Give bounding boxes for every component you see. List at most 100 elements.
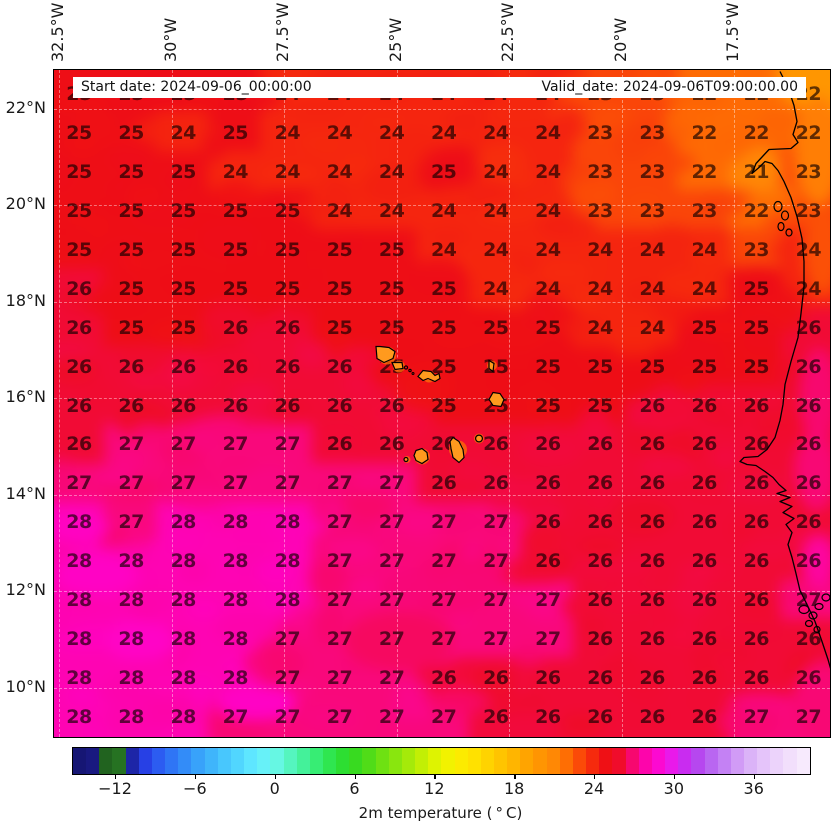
grid-value-label: 26 [535, 706, 561, 729]
grid-value-label: 27 [274, 706, 301, 729]
lon-tick-label: 32.5°W [48, 2, 67, 62]
grid-value-label: 25 [170, 238, 196, 261]
grid-value-label: 28 [66, 667, 92, 690]
grid-value-label: 25 [430, 394, 457, 417]
grid-value-label: 24 [639, 316, 665, 339]
grid-value-label: 25 [535, 316, 561, 339]
grid-value-label: 26 [743, 394, 770, 417]
grid-value-label: 24 [587, 277, 613, 300]
grid-value-label: 22 [743, 121, 770, 144]
grid-value-label: 22 [743, 199, 770, 222]
grid-value-label: 26 [483, 472, 509, 495]
grid-value-label: 25 [587, 394, 613, 417]
grid-value-label: 27 [378, 511, 405, 534]
coastline [375, 70, 830, 669]
grid-value-label: 27 [326, 667, 353, 690]
grid-value-label: 24 [326, 160, 353, 183]
lat-tick-label: 18°N [5, 290, 46, 310]
grid-value-label: 28 [118, 667, 144, 690]
grid-value-label: 25 [66, 121, 92, 144]
grid-value-label: 27 [118, 433, 144, 456]
grid-value-label: 25 [483, 316, 509, 339]
grid-value-label: 24 [483, 121, 509, 144]
grid-value-label: 24 [430, 199, 457, 222]
grid-value-label: 25 [170, 316, 196, 339]
grid-value-label: 26 [430, 667, 457, 690]
colorbar-tick-label: 18 [503, 779, 525, 798]
grid-value-label: 24 [274, 121, 301, 144]
grid-value-label: 25 [274, 277, 301, 300]
grid-value-label: 28 [222, 550, 249, 573]
grid-value-label: 26 [587, 706, 613, 729]
grid-value-label: 25 [691, 316, 717, 339]
grid-value-label: 26 [743, 550, 770, 573]
grid-value-label: 25 [222, 199, 249, 222]
grid-value-label: 24 [535, 199, 561, 222]
grid-value-label: 24 [535, 121, 561, 144]
grid-value-label: 26 [639, 667, 665, 690]
grid-value-label: 23 [795, 160, 822, 183]
grid-value-label: 25 [66, 160, 92, 183]
grid-value-label: 27 [378, 628, 405, 651]
grid-value-label: 26 [639, 433, 665, 456]
grid-value-label: 24 [274, 160, 301, 183]
grid-value-label: 28 [170, 589, 196, 612]
grid-value-label: 26 [795, 550, 822, 573]
grid-value-label: 25 [118, 121, 144, 144]
colorbar-label: 2m temperature ( ° C) [358, 804, 523, 822]
grid-value-label: 23 [639, 199, 665, 222]
grid-value-label: 24 [430, 238, 457, 261]
grid-value-label: 25 [170, 199, 196, 222]
grid-value-label: 26 [274, 355, 301, 378]
grid-value-label: 26 [691, 628, 717, 651]
grid-value-label: 24 [222, 160, 249, 183]
grid-value-label: 26 [483, 667, 509, 690]
grid-value-label: 25 [66, 238, 92, 261]
grid-value-label: 26 [639, 706, 665, 729]
grid-value-label: 27 [274, 472, 301, 495]
grid-value-label: 25 [118, 160, 144, 183]
grid-value-label: 23 [691, 199, 717, 222]
lon-tick-label: 20°W [610, 17, 630, 62]
grid-value-label: 26 [66, 277, 92, 300]
grid-value-label: 26 [222, 355, 249, 378]
grid-value-label: 26 [535, 511, 561, 534]
grid-value-label: 25 [535, 355, 561, 378]
grid-value-label: 26 [691, 511, 717, 534]
grid-value-label: 27 [483, 511, 509, 534]
grid-value-label: 27 [66, 472, 92, 495]
grid-value-label: 24 [326, 121, 353, 144]
grid-value-label: 27 [430, 589, 457, 612]
grid-value-label: 28 [170, 628, 196, 651]
grid-value-label: 26 [430, 472, 457, 495]
grid-value-label: 26 [795, 394, 822, 417]
grid-value-label: 25 [743, 355, 770, 378]
grid-value-label: 27 [535, 628, 561, 651]
grid-value-label: 27 [118, 511, 144, 534]
grid-value-label: 26 [326, 394, 353, 417]
grid-value-label: 27 [222, 706, 249, 729]
grid-value-label: 26 [639, 550, 665, 573]
grid-value-label: 27 [274, 667, 301, 690]
grid-value-label: 26 [118, 394, 144, 417]
grid-value-label: 24 [691, 238, 717, 261]
grid-value-label: 25 [743, 277, 770, 300]
grid-value-label: 26 [795, 433, 822, 456]
grid-value-label: 26 [639, 472, 665, 495]
grid-value-label: 28 [118, 550, 144, 573]
grid-value-label: 26 [743, 628, 770, 651]
grid-value-label: 27 [483, 589, 509, 612]
grid-value-label: 27 [378, 550, 405, 573]
grid-value-label: 26 [691, 550, 717, 573]
grid-value-label: 28 [274, 550, 301, 573]
grid-value-label: 25 [430, 160, 457, 183]
grid-value-label: 27 [430, 628, 457, 651]
grid-value-label: 25 [743, 316, 770, 339]
grid-value-label: 26 [535, 433, 561, 456]
grid-value-label: 24 [639, 277, 665, 300]
grid-value-label: 27 [483, 550, 509, 573]
colorbar-tick-label: −6 [183, 779, 207, 798]
grid-value-label: 26 [66, 355, 92, 378]
grid-value-label: 24 [535, 238, 561, 261]
grid-value-label: 26 [378, 433, 405, 456]
